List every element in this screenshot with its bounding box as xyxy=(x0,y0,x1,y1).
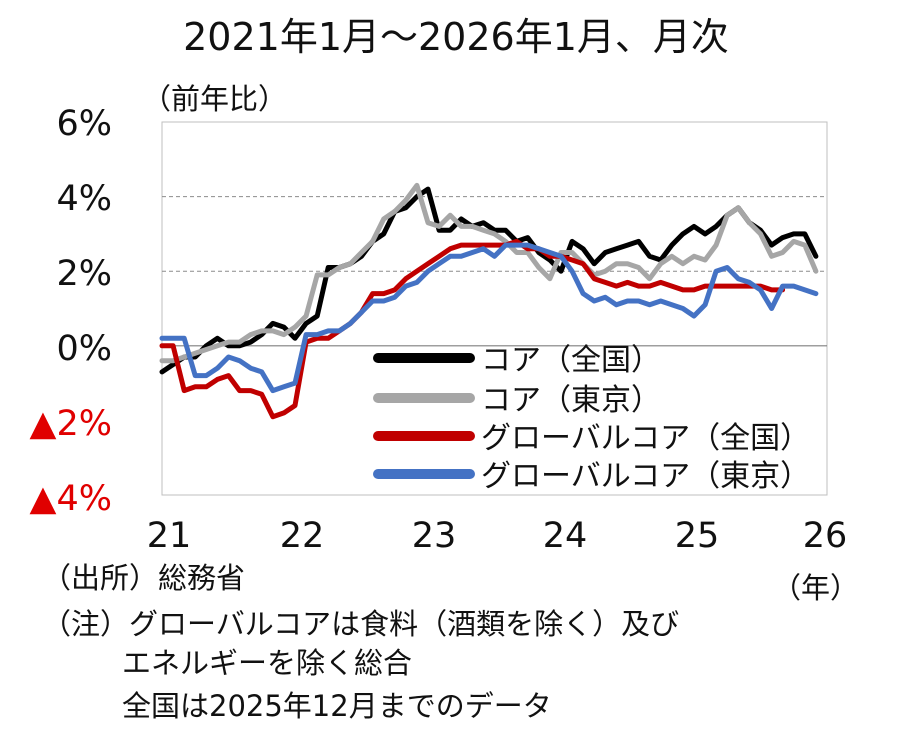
y-tick-label: 4% xyxy=(56,179,112,219)
series-line xyxy=(159,242,819,394)
footnote-line: （注）グローバルコアは食料（酒類を除く）及び xyxy=(42,607,680,641)
x-tick-label: 24 xyxy=(542,516,588,556)
x-tick-label: 22 xyxy=(279,516,325,556)
footnote-line: エネルギーを除く総合 xyxy=(122,646,413,680)
y-axis-unit-label: （前年比） xyxy=(142,82,288,116)
x-tick-label: 23 xyxy=(411,516,457,556)
y-tick-label: 0% xyxy=(56,329,112,369)
legend-label: コア（東京） xyxy=(481,383,661,418)
source-note: （出所）総務省 xyxy=(42,561,246,595)
legend-label: グローバルコア（東京） xyxy=(481,459,810,494)
y-tick-label-negative: ▲4% xyxy=(29,479,112,519)
x-tick-label: 21 xyxy=(146,516,192,556)
plot-area-frame xyxy=(161,121,828,496)
x-tick-label: 25 xyxy=(674,516,720,556)
y-tick-label: 6% xyxy=(56,104,112,144)
x-tick-label: 26 xyxy=(802,516,848,556)
series-line xyxy=(159,238,786,420)
legend: コア（全国） コア（東京） グローバルコア（全国） グローバルコア（東京） xyxy=(373,343,810,494)
footnote-line: 全国は2025年12月までのデータ xyxy=(122,689,552,723)
chart-title: 2021年1月～2026年1月、月次 xyxy=(183,15,729,59)
y-tick-label-negative: ▲2% xyxy=(29,404,112,444)
legend-label: コア（全国） xyxy=(481,343,661,378)
series-line xyxy=(159,186,819,375)
legend-label: グローバルコア（全国） xyxy=(481,421,810,456)
series-lines xyxy=(159,182,819,420)
series-line xyxy=(159,182,819,364)
x-axis-unit-label: （年） xyxy=(772,571,860,605)
y-tick-label: 2% xyxy=(56,254,112,294)
